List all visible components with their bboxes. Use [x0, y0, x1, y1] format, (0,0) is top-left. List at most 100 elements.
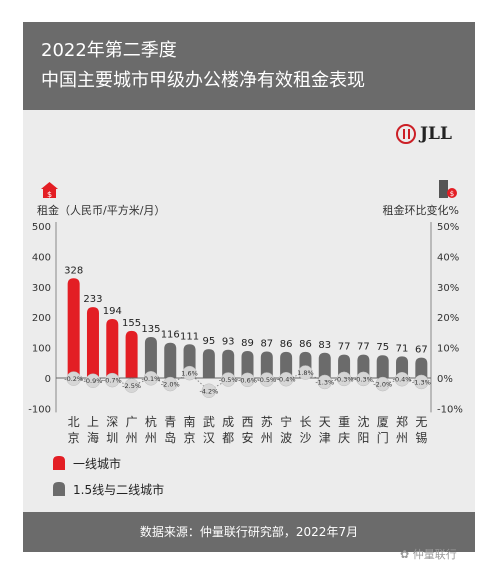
- category-label: 州: [261, 431, 273, 445]
- qoq-marker: [85, 373, 101, 388]
- bar: [86, 307, 99, 378]
- right-tick-label: 10%: [437, 344, 459, 355]
- bar-value-label: 86: [280, 339, 293, 350]
- right-tick-label: 30%: [437, 283, 459, 294]
- category-label: 广: [126, 415, 138, 429]
- bar-value-label: 328: [64, 265, 83, 276]
- rent-bar-chart: $ $ 租金（人民币/平方米/月） 租金环比变化% -100 0 100 200 300 400 5…: [28, 180, 463, 497]
- house-icon-roof: [41, 182, 58, 189]
- jll-logo-icon: [396, 124, 416, 144]
- qoq-marker: [259, 372, 275, 387]
- left-tick-label: 0: [45, 374, 51, 385]
- bar-value-label: 111: [180, 331, 199, 342]
- category-label: 阳: [357, 431, 369, 445]
- bar: [241, 350, 254, 378]
- category-label: 州: [126, 431, 138, 445]
- category-label: 无: [415, 415, 427, 429]
- qoq-marker: [143, 371, 159, 386]
- category-label: 州: [396, 431, 408, 445]
- category-label: 成: [222, 415, 234, 429]
- building-icon-symbol: $: [450, 190, 454, 198]
- bar-value-label: 87: [260, 339, 273, 350]
- category-label: 上: [87, 415, 99, 429]
- qoq-label: -4.2%: [199, 387, 218, 395]
- source-note: 数据来源：仲量联行研究部，2022年7月: [23, 512, 475, 552]
- jll-logo-text: JLL: [420, 124, 452, 144]
- category-label: 岛: [164, 430, 176, 445]
- qoq-label: -2.5%: [122, 382, 141, 390]
- bar-value-label: 116: [161, 330, 180, 341]
- category-label: 长: [299, 415, 311, 429]
- bar-value-label: 89: [241, 338, 254, 349]
- qoq-marker: [105, 372, 120, 388]
- category-label: 杭: [145, 414, 157, 429]
- bar: [357, 354, 370, 378]
- category-label: 海: [87, 430, 99, 445]
- left-tick-label: 100: [32, 344, 51, 355]
- category-label: 门: [377, 430, 389, 445]
- category-label: 青: [164, 415, 176, 429]
- legend-label: 1.5线与二线城市: [73, 482, 164, 497]
- right-tick-label: 0%: [437, 374, 453, 385]
- right-tick-label: 50%: [437, 222, 459, 233]
- left-tick-label: 500: [32, 222, 51, 233]
- bar-value-label: 75: [376, 342, 389, 353]
- qoq-label: -1.3%: [315, 378, 334, 386]
- bar: [67, 278, 80, 378]
- qoq-label: -0.7%: [103, 377, 122, 385]
- left-tick-label: 200: [32, 313, 51, 324]
- left-tick-label: 300: [32, 283, 51, 294]
- left-tick-label: -100: [28, 404, 51, 415]
- qoq-marker: [356, 371, 371, 387]
- category-label: 郑: [396, 414, 408, 429]
- bar-value-label: 233: [83, 294, 102, 305]
- qoq-marker: [162, 376, 178, 392]
- qoq-marker: [182, 365, 197, 381]
- qoq-label: -0.1%: [141, 375, 160, 383]
- left-tick-label: 400: [32, 252, 51, 263]
- category-label: 津: [319, 431, 331, 445]
- qoq-marker: [317, 374, 333, 390]
- bar-value-label: 67: [415, 345, 428, 356]
- right-tick-label: 20%: [437, 313, 459, 324]
- bar-value-label: 194: [103, 306, 122, 317]
- chart-title-line1: 2022年第二季度: [41, 40, 177, 61]
- title-banner: 2022年第二季度 中国主要城市甲级办公楼净有效租金表现: [23, 22, 475, 110]
- bar-value-label: 93: [222, 337, 235, 348]
- category-label: 庆: [338, 431, 350, 445]
- qoq-marker: [394, 371, 410, 387]
- category-label: 汉: [203, 431, 215, 445]
- qoq-label: -0.2%: [64, 375, 83, 383]
- qoq-marker: [375, 376, 390, 392]
- bar-value-label: 135: [141, 324, 160, 335]
- qoq-label: -0.4%: [393, 376, 412, 384]
- qoq-label: -2.0%: [161, 381, 180, 389]
- category-label: 沙: [299, 431, 311, 445]
- bar-value-label: 77: [338, 342, 351, 353]
- bar: [164, 342, 177, 378]
- chart-title-line2: 中国主要城市甲级办公楼净有效租金表现: [41, 70, 365, 91]
- qoq-marker: [124, 378, 139, 393]
- category-label: 京: [184, 431, 196, 445]
- qoq-label: 1.6%: [181, 370, 198, 378]
- qoq-label: -0.6%: [238, 376, 257, 384]
- right-tick-label: -10%: [437, 404, 463, 415]
- qoq-marker: [414, 374, 429, 390]
- category-label: 重: [338, 415, 350, 429]
- bar: [202, 349, 215, 378]
- bar-value-label: 71: [396, 343, 409, 354]
- watermark-text: 仲量联行: [412, 548, 457, 561]
- category-label: 锡: [415, 430, 427, 445]
- qoq-label: -0.9%: [84, 377, 103, 385]
- qoq-label: -0.5%: [219, 376, 238, 384]
- qoq-label: -0.3%: [335, 375, 354, 383]
- chart-card: 2022年第二季度 中国主要城市甲级办公楼净有效租金表现 JLL $ $ 租金（人民…: [23, 22, 475, 552]
- building-icon: [439, 180, 448, 198]
- qoq-marker: [220, 372, 236, 387]
- category-label: 京: [68, 431, 80, 445]
- category-label: 北: [68, 415, 80, 429]
- category-label: 沈: [357, 414, 369, 429]
- qoq-marker: [66, 371, 81, 386]
- category-label: 厦: [377, 415, 389, 429]
- right-tick-label: 40%: [437, 252, 459, 263]
